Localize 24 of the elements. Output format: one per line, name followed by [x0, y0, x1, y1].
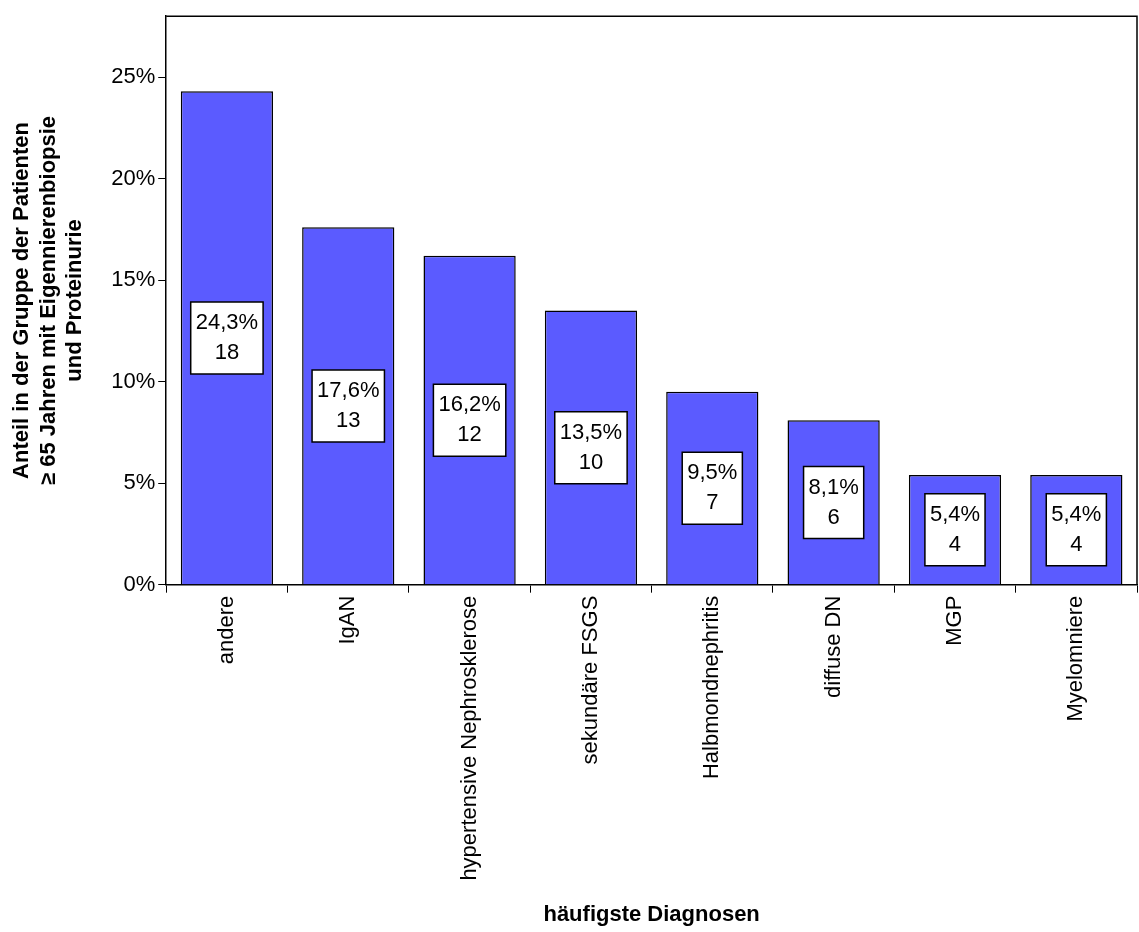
y-tick-label: 5% [123, 469, 156, 495]
y-tick-label: 0% [123, 570, 156, 596]
x-tick-label: diffuse DN [819, 595, 845, 698]
data-label: 5,4% 4 [929, 500, 981, 556]
y-tick-label: 25% [111, 63, 156, 89]
y-tick-label: 10% [111, 367, 156, 393]
y-axis-title: Anteil in der Gruppe der Patienten ≥ 65 Jahren mit Eigennierenbiopsie und Proteinurie [8, 115, 87, 485]
x-tick-label: MGP [941, 595, 967, 646]
x-tick-label: sekundäre FSGS [577, 595, 603, 765]
data-label: 5,4% 4 [1051, 500, 1102, 556]
x-tick-label: Myelomniere [1062, 595, 1088, 722]
x-tick-label: Halbmondnephritis [698, 595, 724, 780]
x-tick-label: andere [212, 595, 238, 665]
data-label: 17,6% 13 [317, 377, 380, 433]
data-label: 24,3% 18 [195, 309, 259, 365]
y-tick-label: 15% [111, 266, 156, 292]
data-label: 13,5% 10 [559, 418, 623, 474]
y-tick-label: 20% [111, 164, 156, 190]
data-label: 9,5% 7 [687, 459, 738, 515]
x-axis-title: häufigste Diagnosen [543, 900, 760, 926]
x-tick-label: hypertensive Nephrosklerose [455, 595, 481, 881]
x-tick-label: IgAN [334, 595, 360, 645]
data-label: 16,2% 12 [438, 391, 501, 447]
data-label: 8,1% 6 [808, 473, 859, 529]
